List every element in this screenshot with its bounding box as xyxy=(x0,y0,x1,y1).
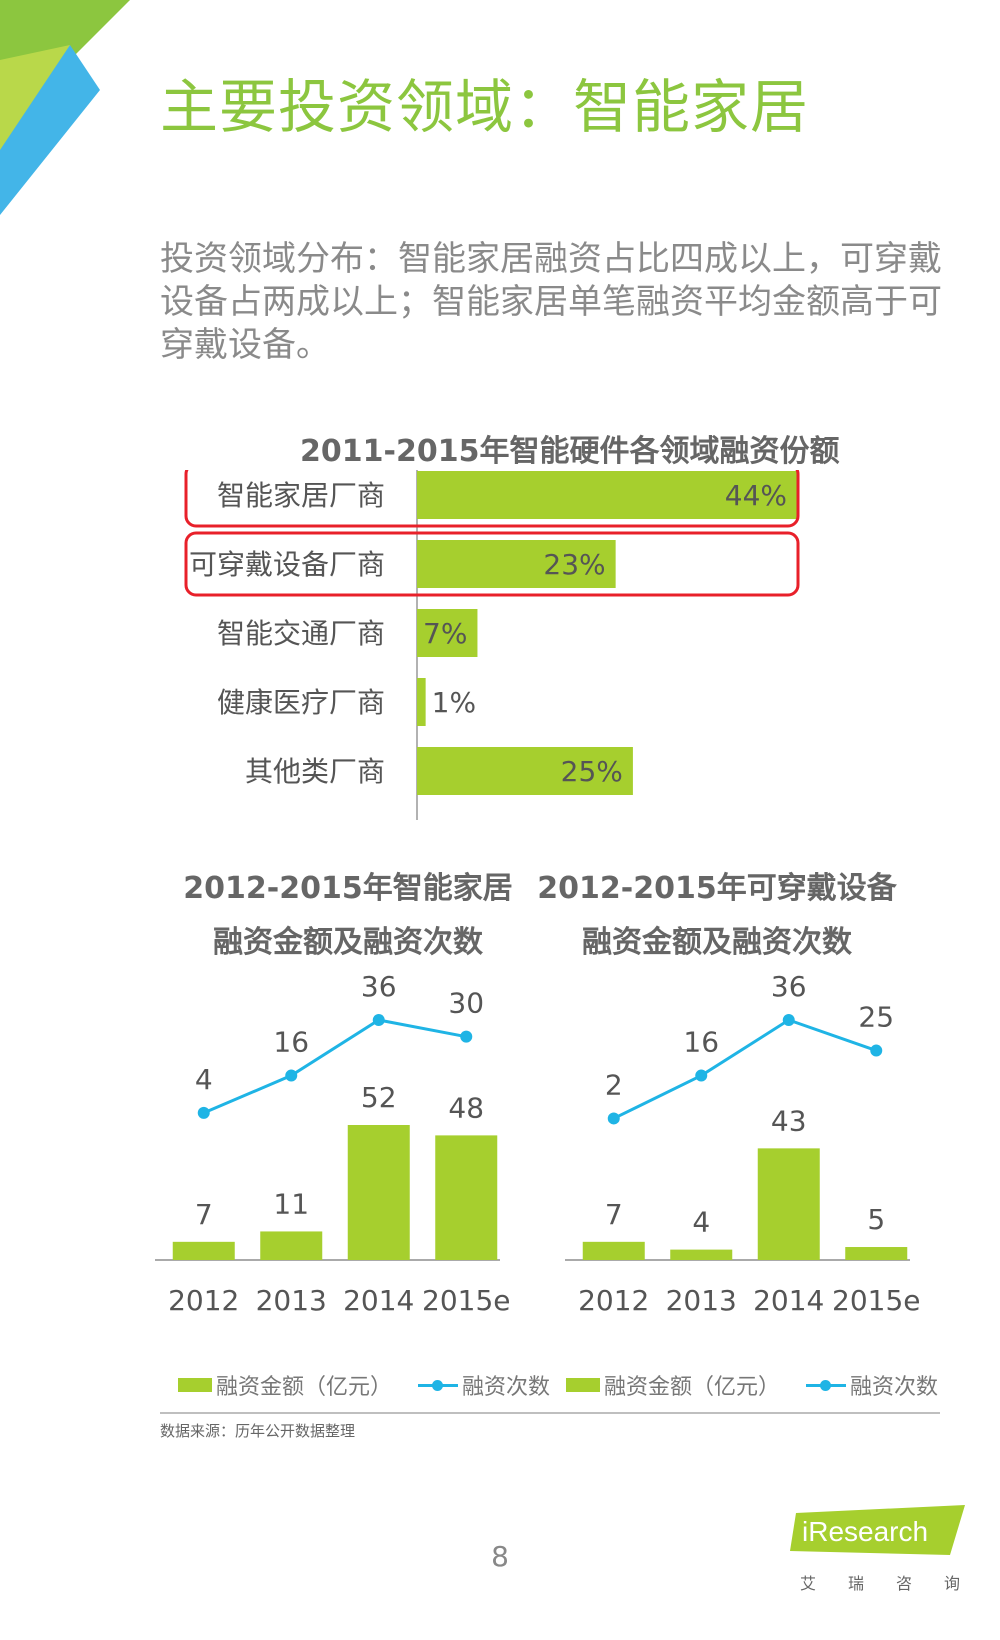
combo-title-line: 2012-2015年可穿戴设备 xyxy=(537,871,897,906)
corner-decoration xyxy=(0,0,130,215)
line-value-label: 30 xyxy=(448,987,484,1020)
data-source-note: 数据来源：历年公开数据整理 xyxy=(160,1422,356,1440)
line-point xyxy=(695,1069,708,1082)
data-label: 1% xyxy=(432,686,476,719)
line-point xyxy=(870,1044,883,1057)
x-tick-label: 2014 xyxy=(753,1284,824,1317)
x-tick-label: 2014 xyxy=(343,1284,414,1317)
page-subtitle: 投资领域分布：智能家居融资占比四成以上，可穿戴设备占两成以上；智能家居单笔融资平… xyxy=(160,239,942,365)
bar xyxy=(417,540,616,588)
bar xyxy=(260,1231,323,1260)
bar xyxy=(417,471,797,519)
line-value-label: 25 xyxy=(858,1001,894,1034)
page-number: 8 xyxy=(491,1540,509,1573)
line-point xyxy=(372,1014,385,1026)
legend-bar-swatch xyxy=(566,1378,600,1392)
category-label: 智能交通厂商 xyxy=(217,617,385,650)
hbar-chart: 智能家居厂商 44% 可穿戴设备厂商 23% 智能交通厂商 7% 健康医疗厂商 1% 其他类厂商… xyxy=(184,470,800,820)
bar xyxy=(435,1135,498,1260)
bar-value-label: 43 xyxy=(771,1104,807,1137)
data-label: 25% xyxy=(561,755,623,788)
x-tick-label: 2012 xyxy=(578,1284,649,1317)
x-tick-label: 2013 xyxy=(256,1284,327,1317)
highlight-box xyxy=(184,531,800,597)
line-value-label: 16 xyxy=(683,1026,719,1059)
line-value-label: 16 xyxy=(273,1026,309,1059)
bar xyxy=(172,1241,235,1260)
x-tick-label: 2012 xyxy=(168,1284,239,1317)
bar-value-label: 7 xyxy=(605,1198,623,1231)
combo-chart-title-wearable: 2012-2015年可穿戴设备 融资金额及融资次数 xyxy=(532,862,902,970)
combo-title-line: 2012-2015年智能家居 xyxy=(183,871,513,906)
bar xyxy=(417,609,478,657)
logo-sub-char: 瑞 xyxy=(847,1574,864,1593)
x-tick-label: 2015e xyxy=(422,1284,510,1317)
page-title: 主要投资领域：智能家居 xyxy=(160,73,810,141)
line-point xyxy=(285,1069,298,1082)
series-line xyxy=(613,1018,877,1120)
legend-home: 融资金额（亿元） 融资次数 xyxy=(178,1370,550,1400)
combo-chart-home: 7 2012 11 2013 52 2014 48 2015e 4 16 36 30 xyxy=(155,970,510,1317)
combo-chart-wearable: 7 2012 4 2013 43 2014 5 2015e 2 16 36 25 xyxy=(565,970,920,1317)
legend-label: 融资次数 xyxy=(850,1375,939,1400)
line-point xyxy=(460,1030,473,1043)
logo-subtitle: 艾 瑞 咨 询 xyxy=(800,1570,960,1594)
legend-label: 融资金额（亿元） xyxy=(604,1375,781,1400)
line-value-label: 2 xyxy=(605,1068,623,1101)
legend-wearable: 融资金额（亿元） 融资次数 xyxy=(566,1370,938,1400)
combo-title-line: 融资金额及融资次数 xyxy=(582,925,852,960)
series-line xyxy=(203,1018,467,1115)
x-tick-label: 2015e xyxy=(832,1284,920,1317)
line-value-label: 36 xyxy=(361,970,397,1003)
bar xyxy=(582,1241,645,1260)
category-label: 智能家居厂商 xyxy=(217,479,385,512)
line-point xyxy=(197,1106,210,1119)
bar-value-label: 52 xyxy=(361,1081,397,1114)
data-label: 44% xyxy=(725,479,787,512)
bar-value-label: 11 xyxy=(273,1187,309,1220)
bar-value-label: 7 xyxy=(195,1198,213,1231)
line-value-label: 36 xyxy=(771,970,807,1003)
bar-value-label: 48 xyxy=(448,1091,484,1124)
bar xyxy=(417,678,426,726)
source-divider xyxy=(160,1412,940,1414)
legend-label: 融资金额（亿元） xyxy=(216,1375,393,1400)
category-label: 其他类厂商 xyxy=(245,755,385,788)
logo-sub-char: 询 xyxy=(943,1574,960,1593)
bar-value-label: 5 xyxy=(867,1203,885,1236)
data-label: 7% xyxy=(423,617,467,650)
line-value-label: 4 xyxy=(195,1063,213,1096)
highlight-box xyxy=(184,470,800,528)
legend-bar-swatch xyxy=(178,1378,212,1392)
legend-line-swatch xyxy=(806,1378,847,1392)
bar xyxy=(417,747,633,795)
bar xyxy=(757,1148,820,1260)
bar xyxy=(347,1125,410,1260)
legend-line-swatch xyxy=(418,1378,459,1392)
combo-title-line: 融资金额及融资次数 xyxy=(213,925,483,960)
svg-text:iResearch: iResearch xyxy=(802,1516,928,1547)
bar-value-label: 4 xyxy=(692,1206,710,1239)
logo-sub-char: 咨 xyxy=(895,1574,912,1593)
iresearch-logo: iResearch xyxy=(790,1505,965,1555)
combo-chart-title-home: 2012-2015年智能家居 融资金额及融资次数 xyxy=(163,862,533,970)
bar xyxy=(845,1247,908,1260)
line-point xyxy=(782,1014,795,1026)
x-tick-label: 2013 xyxy=(666,1284,737,1317)
legend-label: 融资次数 xyxy=(462,1375,551,1400)
logo-sub-char: 艾 xyxy=(800,1574,817,1593)
category-label: 可穿戴设备厂商 xyxy=(189,548,385,581)
category-label: 健康医疗厂商 xyxy=(217,686,385,719)
data-label: 23% xyxy=(543,548,605,581)
bar xyxy=(670,1249,733,1260)
line-point xyxy=(607,1112,620,1125)
hbar-chart-title: 2011-2015年智能硬件各领域融资份额 xyxy=(300,434,840,469)
